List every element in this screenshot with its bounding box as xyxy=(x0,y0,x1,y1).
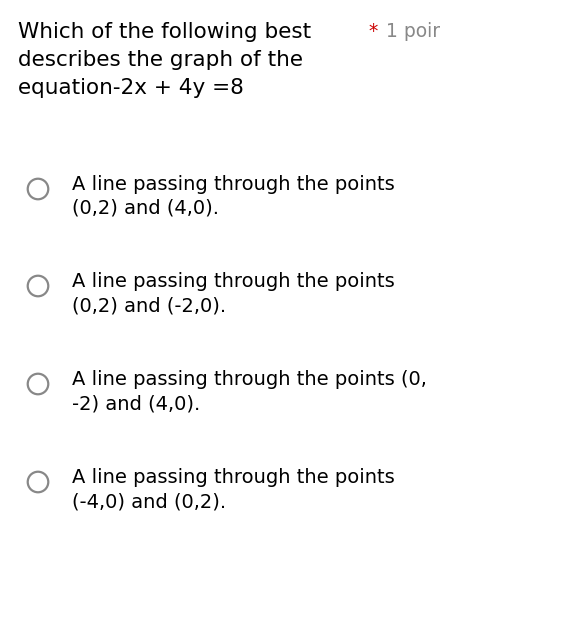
Text: A line passing through the points: A line passing through the points xyxy=(72,272,395,291)
Text: A line passing through the points: A line passing through the points xyxy=(72,175,395,194)
Text: A line passing through the points (0,: A line passing through the points (0, xyxy=(72,370,427,389)
Text: Which of the following best: Which of the following best xyxy=(18,22,311,42)
Text: describes the graph of the: describes the graph of the xyxy=(18,50,303,70)
Text: (0,2) and (4,0).: (0,2) and (4,0). xyxy=(72,199,219,218)
Text: (-4,0) and (0,2).: (-4,0) and (0,2). xyxy=(72,492,226,511)
Text: -2) and (4,0).: -2) and (4,0). xyxy=(72,394,200,413)
Text: equation-2x + 4y =8: equation-2x + 4y =8 xyxy=(18,78,244,98)
Text: 1 poir: 1 poir xyxy=(380,22,440,41)
Text: *: * xyxy=(368,22,377,41)
Text: (0,2) and (-2,0).: (0,2) and (-2,0). xyxy=(72,296,226,315)
Text: A line passing through the points: A line passing through the points xyxy=(72,468,395,487)
